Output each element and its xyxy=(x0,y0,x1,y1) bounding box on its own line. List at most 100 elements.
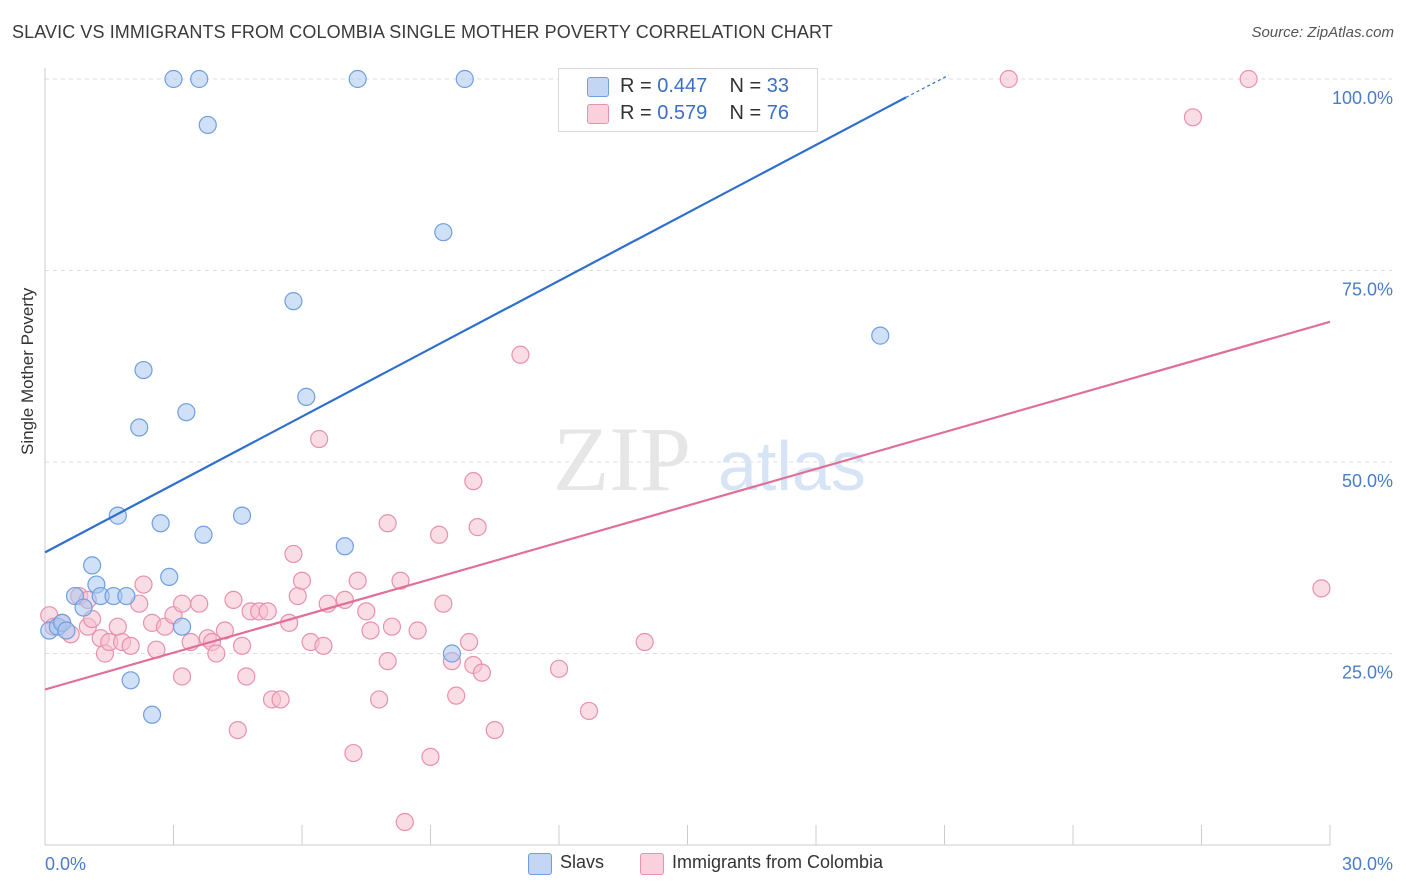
data-point xyxy=(121,671,140,690)
data-point xyxy=(134,360,153,380)
axes xyxy=(44,68,1331,846)
data-point xyxy=(871,326,890,345)
data-point xyxy=(635,632,654,652)
data-point xyxy=(442,644,462,663)
data-point xyxy=(464,472,483,491)
gridlines xyxy=(45,78,1392,654)
data-point xyxy=(429,525,449,544)
data-point xyxy=(395,812,414,832)
data-point xyxy=(378,652,397,671)
data-point xyxy=(172,594,192,613)
watermark: ZIP atlas xyxy=(553,408,866,510)
y-tick-label: 50.0% xyxy=(1342,471,1393,491)
x-tick-label: 0.0% xyxy=(45,854,86,874)
data-point xyxy=(370,690,389,709)
data-point xyxy=(434,594,453,613)
data-point xyxy=(232,506,252,525)
y-tick-label: 100.0% xyxy=(1332,88,1393,108)
data-point xyxy=(194,525,213,544)
trend-line-slavs-extension xyxy=(905,74,950,98)
data-point xyxy=(117,586,136,606)
stats-legend: R = 0.447 N = 33 R = 0.579 N = 76 xyxy=(558,68,818,132)
data-point xyxy=(172,617,192,636)
data-point xyxy=(408,621,427,640)
trend-line-colombia xyxy=(44,320,1331,691)
data-point xyxy=(164,69,183,89)
r-label: R = xyxy=(620,75,652,97)
slavs-points xyxy=(40,69,890,724)
data-point xyxy=(237,667,256,686)
data-point xyxy=(232,636,252,655)
data-point xyxy=(472,663,491,682)
data-point xyxy=(310,429,329,449)
data-point xyxy=(361,621,380,640)
data-point xyxy=(271,690,290,709)
data-point xyxy=(108,617,127,636)
data-point xyxy=(228,720,247,740)
data-point xyxy=(999,69,1018,89)
data-point xyxy=(459,632,479,652)
legend-label-slavs: Slavs xyxy=(560,852,605,872)
trend-lines xyxy=(44,74,1331,691)
data-point xyxy=(288,586,307,606)
data-point xyxy=(335,537,354,556)
data-point xyxy=(130,418,149,437)
data-point xyxy=(1183,108,1203,127)
data-point xyxy=(314,636,333,655)
data-point xyxy=(224,590,243,609)
data-point xyxy=(485,720,504,740)
y-tick-label: 25.0% xyxy=(1342,663,1393,683)
data-point xyxy=(177,403,196,422)
chart-title: SLAVIC VS IMMIGRANTS FROM COLOMBIA SINGL… xyxy=(12,22,833,42)
source-credit: Source: ZipAtlas.com xyxy=(1251,24,1394,41)
data-point xyxy=(549,659,569,678)
data-point xyxy=(74,598,93,617)
x-tick-label: 30.0% xyxy=(1342,854,1393,874)
tick-labels: 25.0% 50.0% 75.0% 100.0% 0.0% 30.0% xyxy=(45,88,1393,874)
data-point xyxy=(172,667,192,686)
data-point xyxy=(198,115,217,135)
slavs-legend-swatch xyxy=(528,853,552,875)
data-point xyxy=(378,514,397,533)
data-point xyxy=(258,602,277,621)
n-value-colombia: 76 xyxy=(766,102,790,124)
data-point xyxy=(455,69,474,89)
data-point xyxy=(382,617,402,636)
data-point xyxy=(151,514,170,533)
data-point xyxy=(348,69,367,89)
data-point xyxy=(511,345,530,364)
colombia-swatch xyxy=(587,104,609,124)
data-point xyxy=(292,571,312,590)
data-point xyxy=(391,571,410,590)
data-point xyxy=(344,743,363,763)
data-point xyxy=(160,567,179,587)
n-value-slavs: 33 xyxy=(766,75,790,97)
slavs-swatch xyxy=(587,77,609,97)
data-point xyxy=(284,544,303,564)
data-point xyxy=(297,387,316,406)
watermark-atlas: atlas xyxy=(718,427,866,505)
data-point xyxy=(434,223,453,242)
y-tick-label: 75.0% xyxy=(1342,280,1393,300)
data-point xyxy=(134,575,153,594)
trend-line-slavs xyxy=(44,96,907,554)
colombia-legend-swatch xyxy=(640,853,664,875)
data-point xyxy=(121,636,140,655)
data-point xyxy=(284,292,303,311)
r-value-slavs: 0.447 xyxy=(657,75,708,97)
data-point xyxy=(190,594,209,613)
legend-label-colombia: Immigrants from Colombia xyxy=(672,852,884,872)
data-point xyxy=(468,518,487,537)
data-point xyxy=(207,644,226,663)
data-point xyxy=(357,602,376,621)
data-point xyxy=(421,747,440,767)
data-point xyxy=(348,571,367,590)
n-label: N = xyxy=(729,75,762,97)
r-value-colombia: 0.579 xyxy=(657,102,708,124)
data-point xyxy=(579,701,599,721)
data-point xyxy=(142,705,162,724)
data-point xyxy=(57,621,76,640)
data-point xyxy=(83,556,102,575)
watermark-zip: ZIP xyxy=(553,408,691,510)
